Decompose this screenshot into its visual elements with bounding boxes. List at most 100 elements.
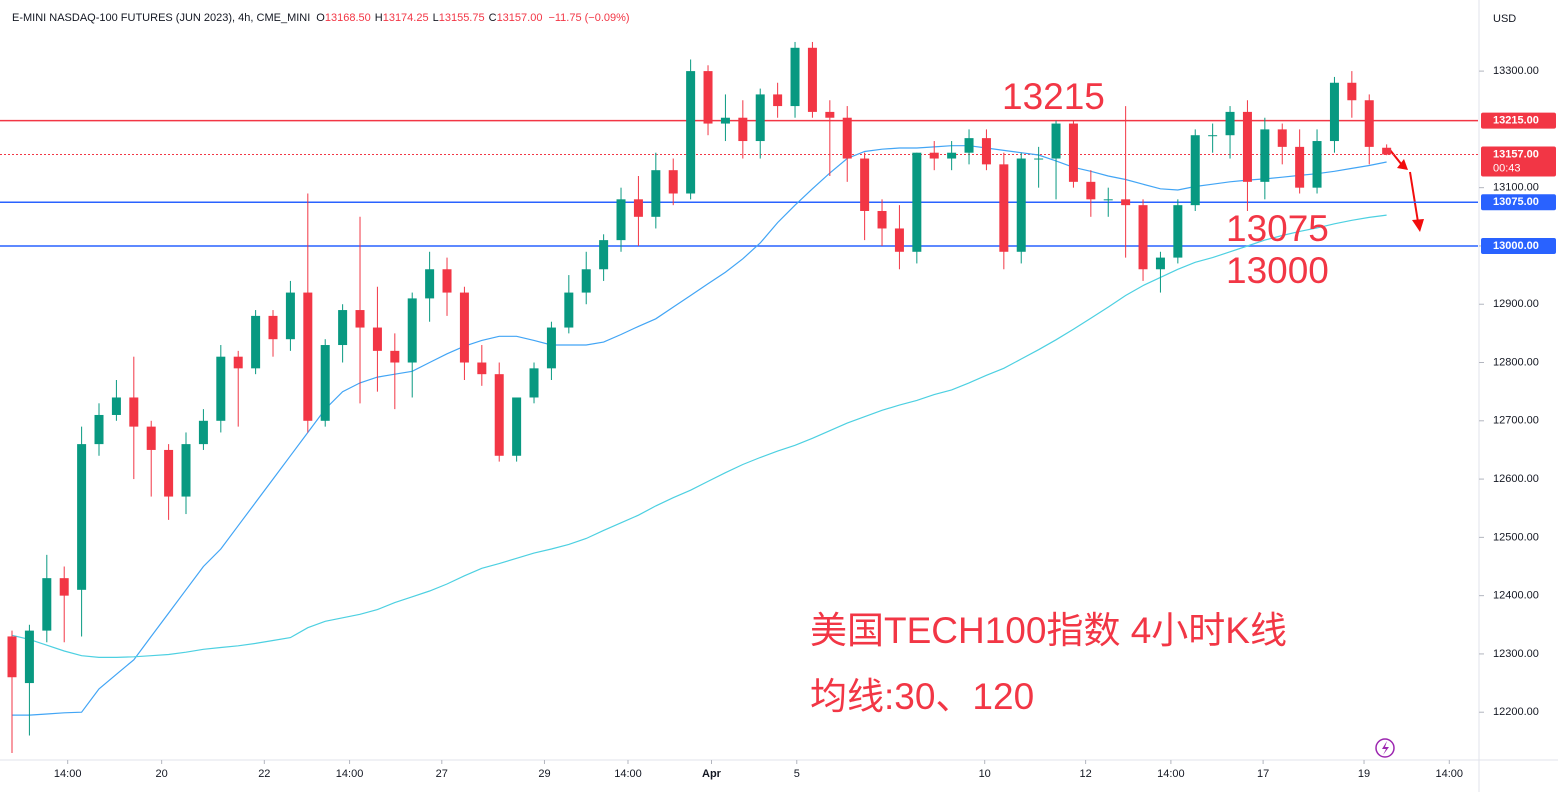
icon-circle[interactable] — [1375, 738, 1395, 758]
arrows — [1389, 149, 1424, 232]
plot — [0, 41, 1478, 754]
candle-body — [1034, 158, 1044, 160]
candle-body — [581, 269, 591, 293]
x-tick-label: 22 — [258, 768, 270, 780]
level-label: 13000.00 — [1493, 240, 1539, 252]
candle-body — [111, 397, 121, 415]
ohlc-item: L13155.75 — [433, 12, 485, 24]
candle-body — [546, 327, 556, 369]
annotation: 美国TECH100指数 4小时K线 — [810, 610, 1287, 651]
candle-body — [77, 444, 87, 590]
candle-body — [1086, 181, 1096, 200]
candle-body — [7, 636, 17, 678]
candle-body — [146, 426, 156, 450]
x-tick-label: Apr — [702, 768, 722, 780]
annotation: 均线:30、120 — [810, 676, 1035, 717]
candle-body — [720, 117, 730, 124]
candle-body — [407, 298, 417, 363]
candle-body — [1277, 129, 1287, 147]
candle-body — [181, 444, 191, 497]
candle-body — [1121, 199, 1131, 206]
candle-body — [842, 117, 852, 159]
candle-body — [512, 397, 522, 456]
candle-body — [894, 228, 904, 252]
candle-body — [198, 420, 208, 445]
level-label-bg — [1481, 237, 1556, 254]
y-tick-label: 12500.00 — [1493, 531, 1539, 543]
y-tick-label: 12900.00 — [1493, 298, 1539, 310]
ohlc-value: 13174.25 — [382, 12, 429, 24]
ohlc-key: O — [316, 12, 325, 24]
candle-body — [860, 158, 870, 211]
y-tick-label: 12600.00 — [1493, 473, 1539, 485]
ohlc-value: 13157.00 — [496, 12, 543, 24]
arrow-head — [1397, 159, 1408, 170]
candle-body — [668, 170, 678, 194]
candle-body — [964, 138, 974, 153]
candle-body — [999, 164, 1009, 252]
candle-body — [686, 71, 696, 194]
change: −11.75 (−0.09%) — [548, 12, 630, 24]
candle-body — [129, 397, 139, 427]
y-tick-label: 12400.00 — [1493, 590, 1539, 602]
candle-body — [1295, 146, 1305, 188]
candle-body — [372, 327, 382, 351]
candle-body — [494, 374, 504, 456]
candle-body — [1260, 129, 1270, 182]
y-tick-label: 13100.00 — [1493, 182, 1539, 194]
candle-body — [355, 310, 365, 328]
annotation: 13000 — [1226, 250, 1329, 291]
candle-body — [599, 240, 609, 270]
ohlc-value: 13155.75 — [438, 12, 485, 24]
y-tick-label: 12300.00 — [1493, 648, 1539, 660]
candle-body — [1016, 158, 1026, 252]
candle-body — [268, 315, 278, 340]
candle-body — [459, 292, 469, 363]
candle-body — [1051, 123, 1061, 159]
level-label: 13075.00 — [1493, 196, 1539, 208]
x-tick-label: 29 — [538, 768, 550, 780]
x-tick-label: 20 — [156, 768, 168, 780]
candle-body — [738, 117, 748, 142]
candle-body — [1173, 205, 1183, 258]
candle-body — [947, 152, 957, 159]
candle-body — [1364, 100, 1374, 147]
ma-line — [11, 214, 1387, 658]
candle-body — [1068, 123, 1078, 182]
candle-body — [442, 269, 452, 293]
ohlc-item: O13168.50 — [316, 12, 370, 24]
level-label-bg — [1481, 194, 1556, 211]
candle-body — [233, 356, 243, 369]
annotation: 13075 — [1226, 208, 1329, 249]
ma-line — [12, 145, 1387, 716]
ohlc-key: L — [432, 12, 439, 24]
currency: USD — [1493, 13, 1516, 25]
icon[interactable] — [1375, 738, 1395, 758]
icon-bolt[interactable] — [1382, 741, 1389, 755]
candle-body — [825, 111, 835, 118]
y-tick-label: 12200.00 — [1493, 706, 1539, 718]
candle-body — [807, 47, 817, 112]
candle-body — [338, 310, 348, 346]
candle-body — [981, 138, 991, 165]
candle-body — [1190, 135, 1200, 206]
x-tick-label: 27 — [436, 768, 448, 780]
candle-body — [24, 630, 34, 684]
candle-body — [1329, 82, 1339, 142]
candle-body — [216, 356, 226, 421]
candle-body — [1382, 147, 1392, 155]
candle-body — [390, 350, 400, 363]
candle-body — [42, 578, 52, 631]
x-tick-label: 19 — [1358, 768, 1370, 780]
candle-body — [564, 292, 574, 328]
symbol: E-MINI NASDAQ-100 FUTURES (JUN 2023), 4h… — [12, 12, 311, 24]
candle-body — [1155, 257, 1165, 270]
y-tick-label: 12700.00 — [1493, 415, 1539, 427]
annotation: 13215 — [1002, 76, 1105, 117]
level-label: 13157.00 — [1493, 148, 1539, 160]
level-label: 13215.00 — [1493, 115, 1539, 127]
x-tick-label: 14:00 — [1157, 768, 1185, 780]
x-tick-label: 5 — [794, 768, 800, 780]
